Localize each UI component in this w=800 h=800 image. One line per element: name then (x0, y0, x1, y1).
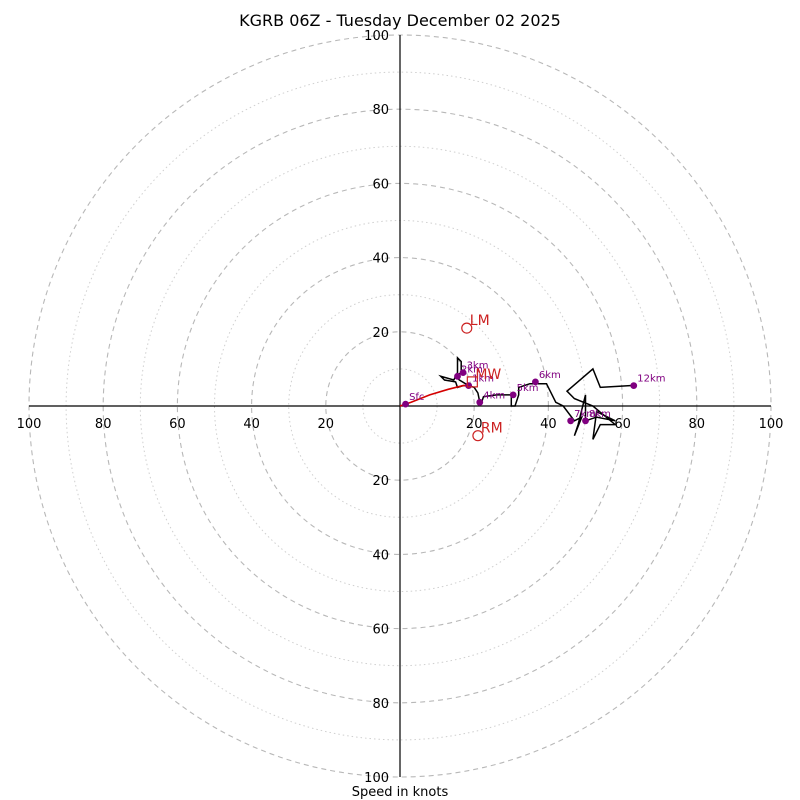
height-marker: 7km (567, 409, 596, 425)
tick-label-top: 100 (364, 29, 389, 44)
height-dot (476, 398, 484, 406)
storm-motion-right-mover: RM (472, 421, 503, 442)
height-marker: 12km (630, 374, 665, 389)
height-dot (465, 382, 473, 389)
height-label: 1km (472, 374, 494, 385)
height-dot (582, 417, 589, 425)
tick-label-bottom: 40 (372, 548, 389, 563)
height-label: 3km (467, 361, 489, 372)
height-dot (630, 382, 638, 389)
height-marker: 6km (532, 370, 561, 386)
storm-motions: LM MW RM (461, 313, 503, 442)
tick-label-top: 60 (372, 177, 389, 192)
height-marker: 5km (509, 383, 539, 399)
tick-label-top: 40 (372, 252, 389, 267)
hodograph-trace (438, 355, 634, 440)
height-dot (402, 400, 409, 408)
storm-motion-marker (461, 322, 473, 334)
top-tick-labels: 100 80 60 40 20 (364, 29, 389, 341)
height-marker: 3km (459, 361, 489, 377)
storm-motion-label: MW (475, 367, 501, 383)
height-dot (532, 378, 539, 386)
height-marker: 8km (582, 409, 611, 425)
tick-label-right: 100 (759, 417, 784, 432)
height-label: 12km (637, 374, 665, 385)
tick-label-left: 60 (169, 417, 186, 432)
height-marker: 2km (454, 364, 483, 380)
height-label: 7km (574, 409, 596, 420)
height-label: 2km (461, 364, 483, 375)
tick-label-bottom: 80 (372, 697, 389, 712)
storm-motion-marker (466, 376, 478, 388)
height-marker: 4km (476, 390, 505, 406)
height-dot (509, 391, 517, 399)
left-tick-labels: 100 80 60 40 20 (17, 417, 334, 432)
storm-motion-mean-wind: MW (466, 367, 501, 388)
height-label: 6km (539, 370, 561, 381)
height-label: 4km (483, 390, 505, 401)
lowlevel-hodograph-trace (399, 384, 469, 407)
tick-label-bottom: 100 (364, 771, 389, 786)
storm-motion-label: RM (481, 421, 503, 437)
tick-label-right: 60 (614, 417, 631, 432)
height-label: 8km (589, 409, 611, 420)
storm-motion-left-mover: LM (461, 313, 490, 334)
height-label: 5km (517, 383, 539, 394)
tick-label-bottom: 20 (372, 474, 389, 489)
x-axis-label: Speed in knots (352, 785, 449, 800)
tick-label-top: 20 (372, 326, 389, 341)
height-label: Sfc (409, 392, 424, 403)
tick-label-bottom: 60 (372, 623, 389, 638)
tick-label-left: 80 (95, 417, 112, 432)
height-markers: Sfc 1km 2km 3km 4km 5km 6km 7km 8km 12km (402, 361, 665, 425)
chart-title: KGRB 06Z - Tuesday December 02 2025 (239, 11, 561, 30)
storm-motion-marker (472, 430, 484, 442)
height-dot (454, 372, 461, 380)
tick-label-top: 80 (372, 103, 389, 118)
height-dot (459, 369, 467, 377)
tick-label-right: 20 (466, 417, 483, 432)
tick-label-right: 40 (540, 417, 557, 432)
bottom-tick-labels: 20 40 60 80 100 (364, 474, 389, 786)
right-tick-labels: 20 40 60 80 100 (466, 417, 783, 432)
tick-label-left: 100 (17, 417, 42, 432)
storm-motion-label: LM (470, 313, 490, 329)
height-dot (567, 417, 575, 425)
tick-label-right: 80 (689, 417, 706, 432)
tick-label-left: 20 (318, 417, 335, 432)
tick-label-left: 40 (243, 417, 260, 432)
height-marker: Sfc (402, 392, 424, 408)
